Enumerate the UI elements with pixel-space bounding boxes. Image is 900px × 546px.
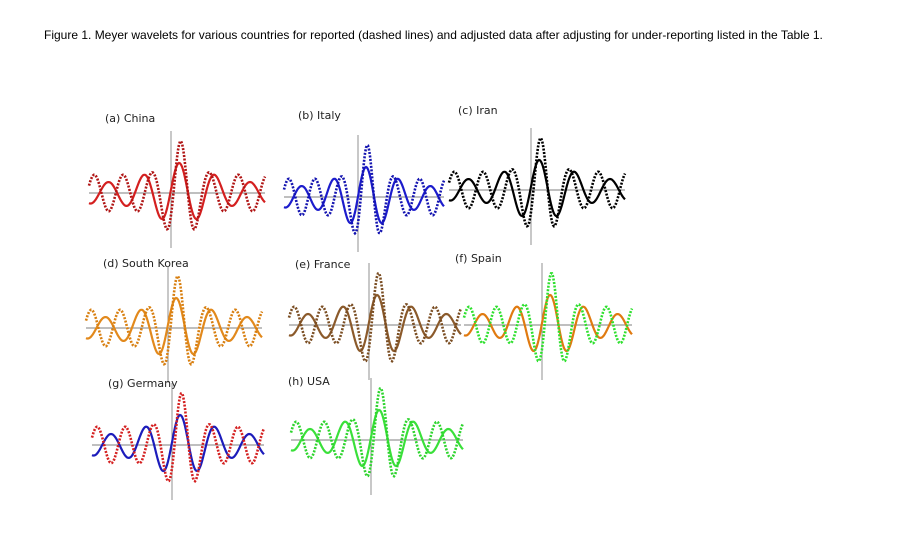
adjusted-curve xyxy=(448,158,626,218)
panel-label: (a) China xyxy=(105,112,155,125)
figure-caption: Figure 1. Meyer wavelets for various cou… xyxy=(44,28,823,42)
panel-label: (c) Iran xyxy=(458,104,498,117)
panel-label: (g) Germany xyxy=(108,377,178,390)
reported-curve xyxy=(84,274,264,366)
reported-curve xyxy=(87,139,267,231)
panel-label: (b) Italy xyxy=(298,109,341,122)
reported-curve xyxy=(287,271,463,363)
adjusted-curve xyxy=(85,296,263,356)
reported-curve xyxy=(447,136,627,228)
reported-curve xyxy=(462,272,634,363)
panel-label: (h) USA xyxy=(288,375,330,388)
panel-label: (e) France xyxy=(295,258,351,271)
reported-curve xyxy=(282,143,446,236)
reported-curve xyxy=(90,391,266,483)
panel-label: (f) Spain xyxy=(455,252,502,265)
adjusted-curve xyxy=(88,161,266,221)
panel-label: (d) South Korea xyxy=(103,257,189,270)
reported-curve xyxy=(289,386,465,478)
adjusted-curve xyxy=(283,165,445,225)
